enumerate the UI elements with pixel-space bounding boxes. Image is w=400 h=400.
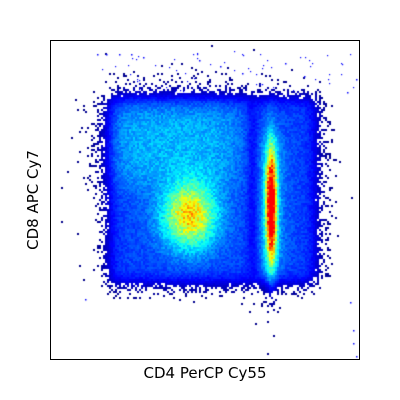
density-plot [51,41,359,359]
plot-area [50,40,360,360]
x-axis-label: CD4 PerCP Cy55 [143,364,267,382]
y-axis-label: CD8 APC Cy7 [24,150,42,250]
